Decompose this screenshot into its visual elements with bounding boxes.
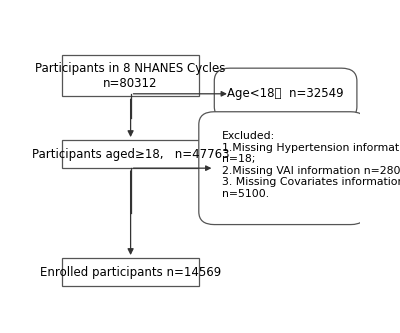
FancyBboxPatch shape xyxy=(62,140,199,168)
Text: Participants aged≥18,   n=47763: Participants aged≥18, n=47763 xyxy=(32,148,229,161)
Text: Participants in 8 NHANES Cycles
n=80312: Participants in 8 NHANES Cycles n=80312 xyxy=(36,62,226,90)
FancyBboxPatch shape xyxy=(214,68,357,120)
Text: Excluded:
1.Missing Hypertension information
n=18;
2.Missing VAI information n=2: Excluded: 1.Missing Hypertension informa… xyxy=(222,131,400,199)
FancyBboxPatch shape xyxy=(199,112,366,224)
Text: Age<18，  n=32549: Age<18， n=32549 xyxy=(227,87,344,100)
Text: Enrolled participants n=14569: Enrolled participants n=14569 xyxy=(40,265,221,278)
FancyBboxPatch shape xyxy=(62,55,199,96)
FancyBboxPatch shape xyxy=(62,258,199,286)
